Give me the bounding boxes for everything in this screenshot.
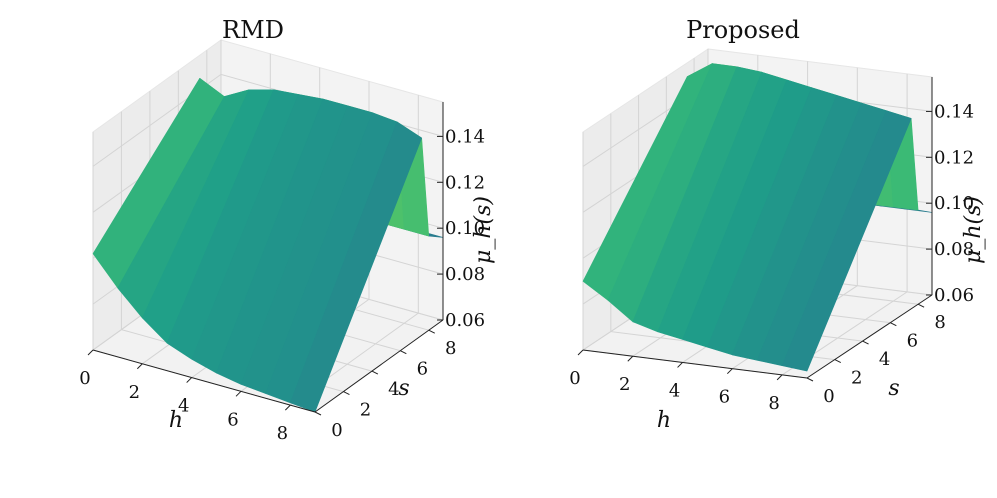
chart-title: RMD bbox=[222, 16, 284, 44]
h-tick-label: 2 bbox=[129, 382, 140, 403]
surface-facet-8-0 bbox=[289, 121, 423, 413]
z-tick-label: 0.06 bbox=[445, 310, 485, 331]
h-tick-mark bbox=[627, 355, 634, 362]
s-tick-label: 0 bbox=[823, 386, 834, 407]
z-axis-label: μ_h(s) bbox=[471, 196, 496, 264]
z-tick-label: 0.12 bbox=[934, 147, 974, 168]
h-tick-label: 2 bbox=[619, 374, 630, 395]
s-tick-mark bbox=[806, 377, 814, 382]
z-tick-label: 0.06 bbox=[934, 285, 974, 306]
s-tick-mark bbox=[314, 411, 322, 416]
h-tick-mark bbox=[284, 404, 291, 411]
h-tick-label: 0 bbox=[569, 368, 580, 389]
z-tick-label: 0.14 bbox=[934, 101, 974, 122]
s-tick-label: 4 bbox=[879, 349, 890, 370]
z-tick-label: 0.14 bbox=[445, 126, 485, 147]
h-tick-mark bbox=[726, 368, 733, 375]
s-tick-mark bbox=[834, 359, 842, 364]
s-tick-label: 8 bbox=[445, 338, 456, 359]
h-tick-label: 6 bbox=[227, 409, 238, 430]
s-tick-label: 8 bbox=[934, 312, 945, 333]
h-tick-mark bbox=[776, 374, 783, 381]
s-tick-label: 2 bbox=[360, 400, 371, 421]
s-tick-mark bbox=[343, 391, 350, 396]
h-tick-label: 0 bbox=[79, 368, 90, 389]
s-tick-label: 6 bbox=[907, 331, 918, 352]
h-tick-label: 8 bbox=[768, 393, 779, 414]
s-axis-line bbox=[314, 319, 444, 413]
h-axis-line bbox=[582, 349, 808, 379]
s-tick-mark bbox=[428, 329, 436, 334]
z-tick-label: 0.08 bbox=[934, 239, 974, 260]
s-tick-mark bbox=[400, 350, 407, 355]
s-tick-mark bbox=[917, 303, 925, 308]
panel-2: 0 2 4 6 8 024680.060.080.100.120.14Proposedhs… bbox=[569, 16, 986, 433]
z-tick-label: 0.10 bbox=[445, 218, 485, 239]
chart-title: Proposed bbox=[686, 16, 800, 44]
s-axis-label: s bbox=[888, 376, 899, 401]
z-axis-label: μ_h(s) bbox=[961, 196, 986, 264]
s-tick-mark bbox=[862, 340, 869, 345]
h-tick-mark bbox=[577, 349, 584, 356]
s-tick-label: 4 bbox=[388, 379, 399, 400]
s-tick-label: 6 bbox=[417, 359, 428, 380]
h-tick-mark bbox=[136, 363, 143, 370]
s-tick-mark bbox=[890, 322, 897, 327]
surface-facet-8-0 bbox=[781, 110, 912, 372]
h-tick-label: 8 bbox=[277, 423, 288, 444]
s-tick-mark bbox=[371, 370, 379, 375]
h-tick-label: 6 bbox=[719, 387, 730, 408]
s-axis-label: s bbox=[398, 376, 409, 401]
h-axis-line bbox=[92, 349, 316, 413]
h-axis-label: h bbox=[169, 408, 183, 433]
s-tick-label: 0 bbox=[331, 420, 342, 441]
h-tick-mark bbox=[677, 362, 683, 368]
z-tick-label: 0.12 bbox=[445, 172, 485, 193]
z-tick-label: 0.10 bbox=[934, 193, 974, 214]
h-tick-label: 4 bbox=[178, 396, 189, 417]
h-tick-mark bbox=[87, 349, 94, 356]
h-axis-label: h bbox=[657, 408, 671, 433]
s-tick-label: 2 bbox=[851, 368, 862, 389]
h-tick-label: 4 bbox=[669, 380, 680, 401]
z-tick-label: 0.08 bbox=[445, 264, 485, 285]
h-tick-mark bbox=[235, 390, 242, 397]
s-axis-line bbox=[806, 294, 933, 379]
h-tick-mark bbox=[186, 377, 193, 383]
